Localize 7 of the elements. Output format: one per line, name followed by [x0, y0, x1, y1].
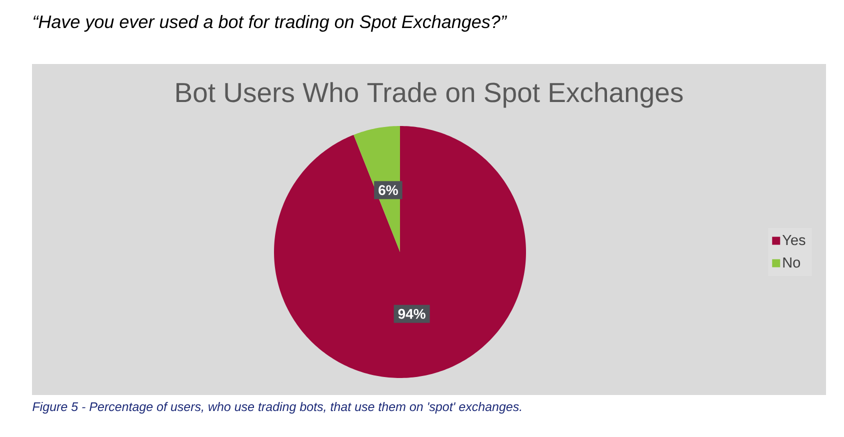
text: “Have you ever used a bot for trading on Spot Exchanges?”: [33, 14, 508, 32]
data-label: 6%: [378, 185, 398, 196]
legend-label: No: [783, 257, 800, 268]
caption: Figure 5 - Percentage of users, who use trading bots, that use them on 'spot' exchanges.: [32, 402, 522, 414]
legend-label: Yes: [782, 235, 806, 246]
data-label: 94%: [398, 308, 426, 319]
chart-title: Bot Users Who Trade on Spot Exchanges: [176, 82, 683, 108]
